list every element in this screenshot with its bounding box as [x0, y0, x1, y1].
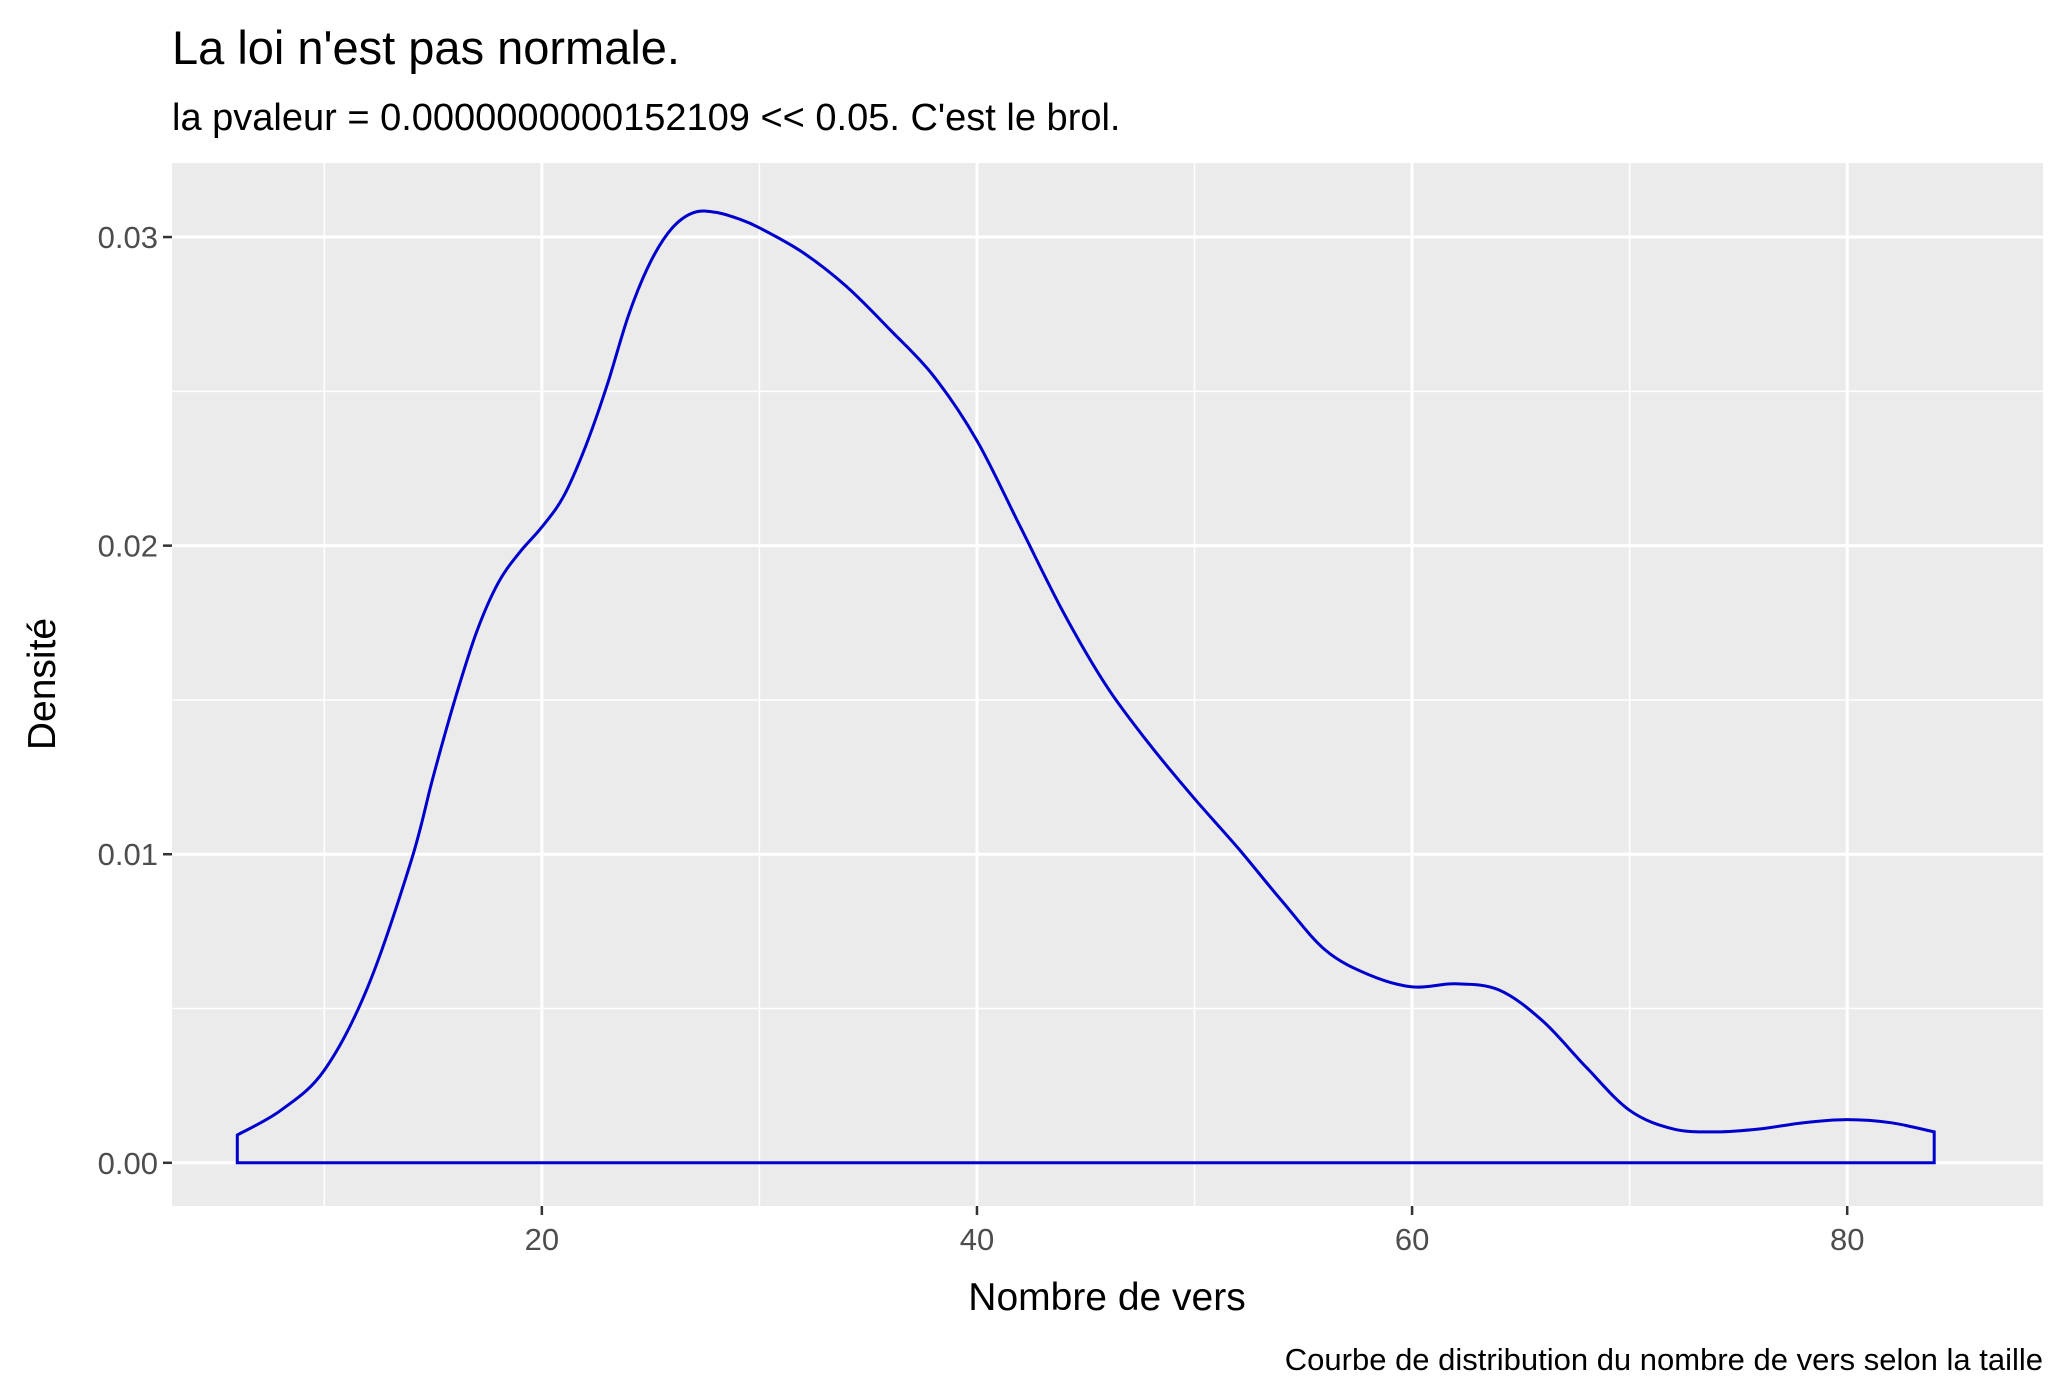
x-tick-label: 80: [1830, 1222, 1864, 1257]
plot-panel: [172, 163, 2043, 1206]
y-tick-label: 0.03: [98, 220, 158, 255]
x-tick-label: 60: [1395, 1222, 1429, 1257]
minor-gridlines: [172, 163, 2043, 1206]
y-axis-ticks: 0.00 0.01 0.02 0.03: [98, 220, 172, 1181]
x-axis-ticks: 20 40 60 80: [525, 1206, 1864, 1257]
chart-title: La loi n'est pas normale.: [172, 21, 680, 74]
y-tick-label: 0.00: [98, 1146, 158, 1181]
y-axis-title: Densité: [21, 618, 64, 750]
x-tick-label: 20: [525, 1222, 559, 1257]
chart-subtitle: la pvaleur = 0.0000000000152109 << 0.05.…: [172, 97, 1120, 139]
y-tick-label: 0.02: [98, 529, 158, 564]
chart-caption: Courbe de distribution du nombre de vers…: [1285, 1342, 2043, 1377]
x-tick-label: 40: [960, 1222, 994, 1257]
x-axis-title: Nombre de vers: [968, 1276, 1245, 1319]
y-tick-label: 0.01: [98, 837, 158, 872]
density-curve: [235, 209, 1936, 1165]
